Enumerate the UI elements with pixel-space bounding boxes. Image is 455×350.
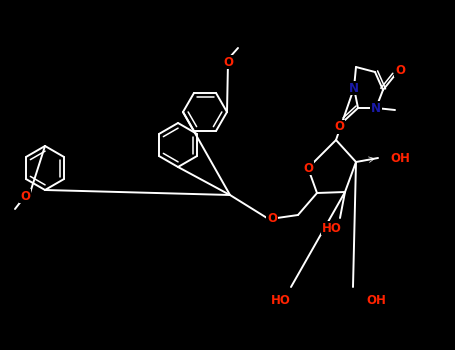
Text: O: O <box>267 211 277 224</box>
Text: OH: OH <box>390 152 410 164</box>
Text: O: O <box>20 189 30 203</box>
Text: O: O <box>223 56 233 69</box>
Text: O: O <box>303 161 313 175</box>
Text: N: N <box>349 82 359 95</box>
Text: O: O <box>395 63 405 77</box>
Text: OH: OH <box>366 294 386 307</box>
Text: O: O <box>334 120 344 133</box>
Text: N: N <box>371 102 381 114</box>
Text: HO: HO <box>271 294 291 307</box>
Text: HO: HO <box>322 222 342 235</box>
